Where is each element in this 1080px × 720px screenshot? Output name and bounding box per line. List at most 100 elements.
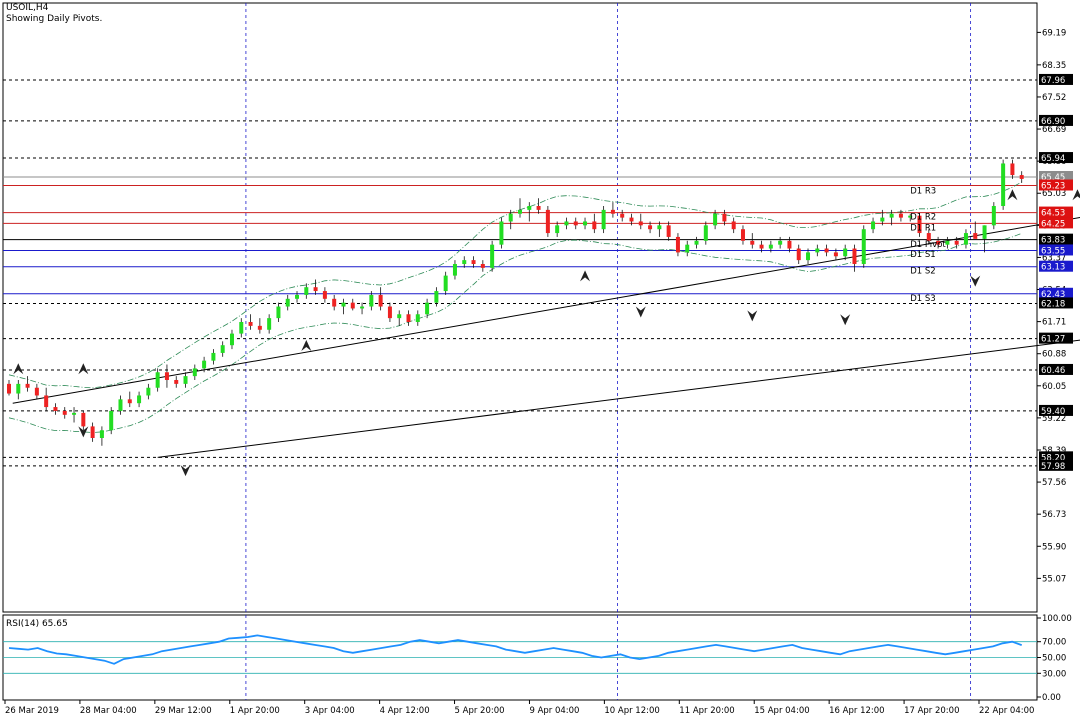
time-tick-label: 28 Mar 04:00 [80,706,137,716]
candle-body [824,248,829,253]
price-tick-label: 56.73 [1042,510,1066,520]
candle-body [350,302,355,309]
candle-body [898,213,903,218]
candle-body [304,287,309,295]
candle-body [267,318,272,330]
time-tick-label: 1 Apr 20:00 [230,706,280,716]
candle-body [211,352,216,361]
candle-body [545,209,550,234]
price-label-box [1039,206,1073,218]
candle-body [973,233,978,239]
price-label-box [1039,114,1073,126]
candle-body [1010,163,1015,176]
swing-high-arrow-icon [13,363,24,375]
price-label-box [1039,451,1073,463]
time-tick-label: 22 Apr 04:00 [979,706,1034,716]
swing-high-arrow-icon [78,363,89,375]
time-tick-label: 26 Mar 2019 [5,706,59,716]
candle-body [583,221,588,226]
envelope-bands [8,181,1022,433]
swing-low-arrow-icon [635,306,646,318]
candle-body [434,291,439,303]
price-label-text: 64.53 [1041,209,1065,219]
candle-body [889,213,894,218]
candle-body [694,240,699,245]
candle-body [490,244,495,268]
price-label-text: 65.45 [1041,173,1065,183]
candle-body [192,368,197,377]
rsi-tick-label: 50.00 [1042,654,1066,664]
candle-body [62,410,67,415]
candle-body [629,217,634,222]
price-label-box [1039,459,1073,471]
candle-body [425,302,430,315]
rsi-tick-label: 30.00 [1042,669,1066,679]
candle-body [991,206,996,226]
price-axis: 69.1968.3567.5266.6965.8665.0364.2063.37… [1037,28,1073,584]
candle-body [740,229,745,241]
candles-layer [7,159,1024,446]
candle-body [675,236,680,253]
candle-body [833,252,838,257]
swing-high-arrow-icon [1072,189,1080,201]
price-tick-label: 59.22 [1042,414,1066,424]
candle-body [443,275,448,292]
price-tick-label: 69.19 [1042,28,1066,38]
price-label-text: 61.27 [1041,335,1065,345]
price-label-box [1039,297,1073,309]
candle-body [806,252,811,261]
price-label-text: 62.18 [1041,299,1065,309]
candle-body [555,225,560,234]
candle-body [759,244,764,249]
candle-body [118,399,123,411]
candle-body [174,380,179,384]
candle-body [248,322,253,326]
candle-body [164,372,169,380]
fractal-markers [13,189,1080,477]
candle-body [843,248,848,257]
price-tick-label: 65.03 [1042,189,1066,199]
candle-body [16,383,21,394]
candle-body [229,333,234,346]
rsi-tick-label: 0.00 [1042,693,1061,703]
candle-body [378,294,383,307]
price-label-text: 63.55 [1041,246,1065,256]
upper-band [8,181,1022,389]
candle-body [480,264,485,268]
candle-body [341,302,346,307]
candle-body [750,240,755,245]
candle-body [99,430,104,438]
candle-body [666,225,671,237]
candle-body [713,213,718,226]
time-tick-label: 15 Apr 04:00 [754,706,809,716]
candle-body [703,225,708,241]
rsi-title: RSI(14) 65.65 [6,619,68,629]
price-label-text: 57.98 [1041,462,1065,472]
price-label-text: 65.94 [1041,154,1065,164]
candle-body [295,294,300,299]
pivot-label: D1 S1 [910,250,935,260]
swing-high-arrow-icon [301,340,312,351]
candle-body [322,291,327,299]
candle-body [601,209,606,230]
candle-body [527,206,532,210]
swing-low-arrow-icon [180,465,191,477]
candle-body [954,240,959,245]
candle-body [796,248,801,261]
rsi-tick-label: 100.00 [1042,614,1072,624]
candle-body [387,306,392,319]
candle-body [146,387,151,396]
price-label-box [1039,363,1073,375]
candle-body [7,383,11,394]
price-label-text: 59.40 [1041,407,1065,417]
price-label-box [1039,179,1073,191]
candle-body [638,221,643,226]
candle-body [861,229,866,264]
price-tick-label: 66.69 [1042,125,1066,135]
price-label-box [1039,233,1073,245]
price-label-box [1039,287,1073,299]
rsi-line [8,634,1023,665]
candle-body [202,360,207,369]
